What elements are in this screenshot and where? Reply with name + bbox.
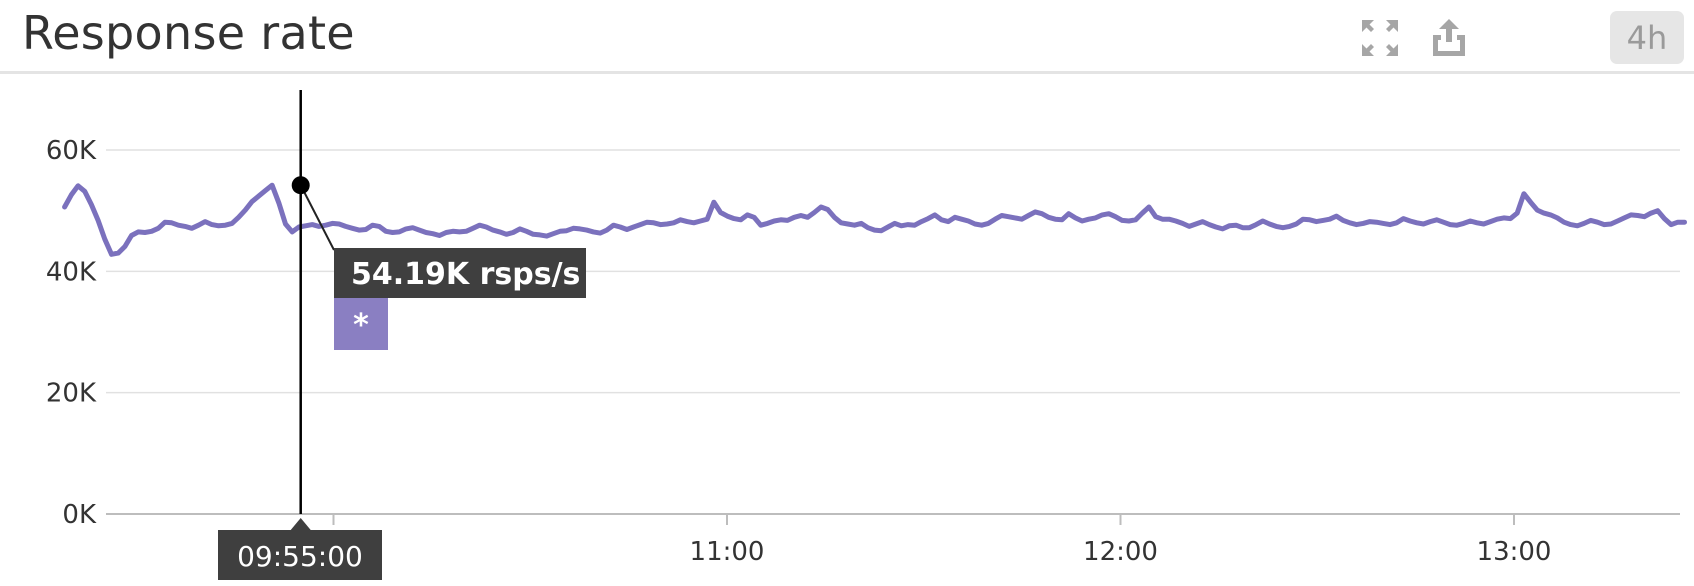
y-tick-label: 20K [46,379,97,409]
y-tick-label: 40K [46,257,97,287]
value-tooltip [334,248,586,298]
value-tooltip-text: 54.19K rsps/s [351,257,580,292]
expand-icon [1362,20,1398,56]
series-swatch [334,298,388,350]
hover-point [291,176,310,195]
series-line [62,182,1687,257]
hover-time-label [218,530,382,580]
widget-header: Response rate 4h [0,0,1694,74]
time-range-badge[interactable]: 4h [1610,11,1684,64]
expand-button[interactable] [1358,16,1402,60]
x-tick-label: 13:00 [1477,537,1552,567]
share-icon [1433,19,1465,56]
x-tick-label: 12:00 [1083,537,1158,567]
hover-time-text: 09:55:00 [237,540,363,573]
tooltip-leader-line [299,184,335,251]
y-tick-label: 0K [62,500,97,530]
widget-title: Response rate [22,6,355,60]
time-label-pointer [290,518,311,530]
series-swatch-label: * [353,308,369,343]
x-tick-label: 11:00 [690,537,765,567]
share-button[interactable] [1427,16,1471,60]
y-tick-label: 60K [46,136,97,166]
